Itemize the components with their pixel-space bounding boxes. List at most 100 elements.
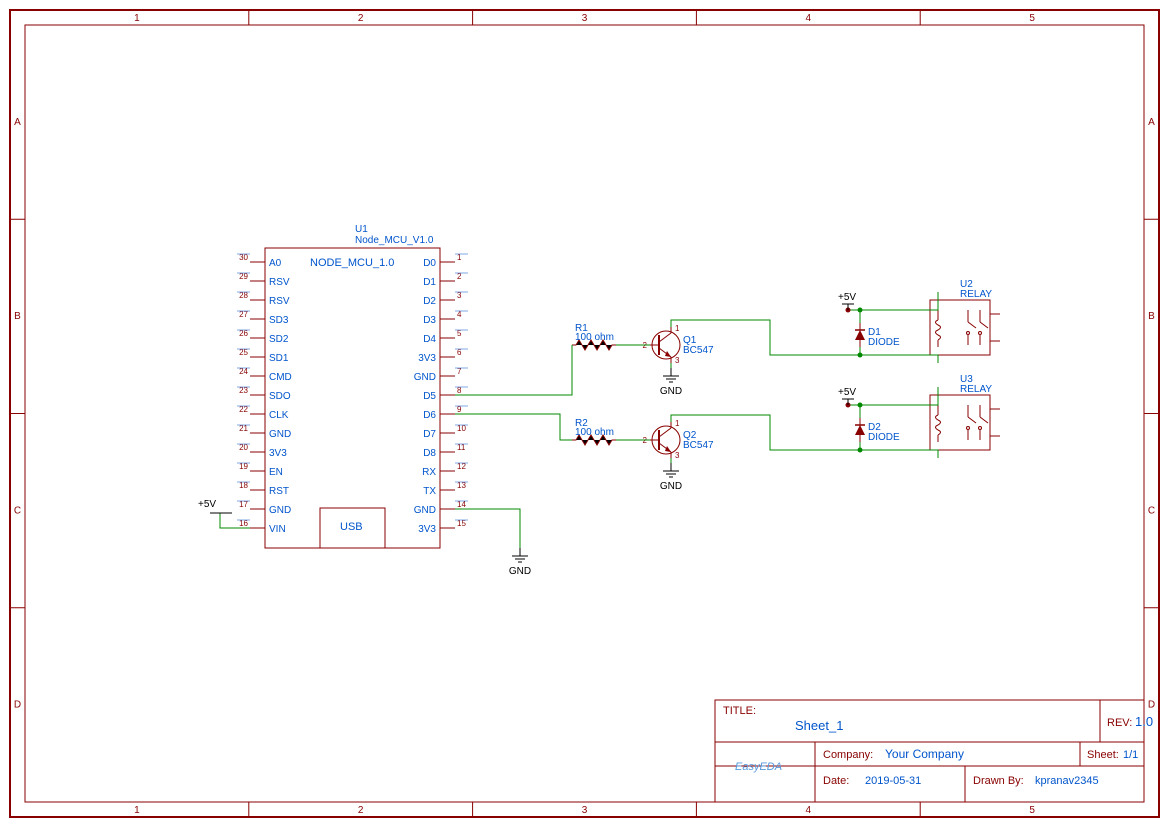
row-label: D <box>14 700 21 711</box>
row-label: B <box>14 311 21 322</box>
pin-num: 18 <box>239 481 248 490</box>
pin-name: D2 <box>423 296 436 307</box>
pin-name: D3 <box>423 315 436 326</box>
svg-text:3: 3 <box>675 451 680 460</box>
relay-val: RELAY <box>960 289 992 300</box>
pin-name: VIN <box>269 524 286 535</box>
pin-name: 3V3 <box>418 353 436 364</box>
pin-name: EN <box>269 467 283 478</box>
pin-name: RSV <box>269 296 290 307</box>
pin-name: A0 <box>269 258 282 269</box>
pin-num: 22 <box>239 405 248 414</box>
pin-name: GND <box>269 429 291 440</box>
mcu-ref: U1 <box>355 224 368 235</box>
resistor-val: 100 ohm <box>575 427 614 438</box>
pin-num: 8 <box>457 386 462 395</box>
col-label: 2 <box>358 13 364 24</box>
company-label: Company: <box>823 749 873 761</box>
row-label: A <box>1148 117 1155 128</box>
col-label: 5 <box>1029 13 1035 24</box>
svg-text:1: 1 <box>675 419 680 428</box>
pin-num: 5 <box>457 329 462 338</box>
pin-num: 3 <box>457 291 462 300</box>
rev-value: 1.0 <box>1135 714 1153 729</box>
pin-name: RX <box>422 467 436 478</box>
sheet-value: 1/1 <box>1123 749 1138 761</box>
company-value: Your Company <box>885 747 964 761</box>
pin-num: 11 <box>457 443 466 452</box>
pin-num: 28 <box>239 291 248 300</box>
rev-label: REV: <box>1107 717 1132 729</box>
col-label: 3 <box>582 805 588 816</box>
date-value: 2019-05-31 <box>865 775 921 787</box>
row-label: D <box>1148 700 1155 711</box>
pin-num: 13 <box>457 481 466 490</box>
pin-num: 16 <box>239 519 248 528</box>
pin-name: SD3 <box>269 315 289 326</box>
pin-num: 17 <box>239 500 248 509</box>
vcc-label: +5V <box>198 499 216 510</box>
mcu-name: NODE_MCU_1.0 <box>310 257 394 269</box>
schematic-sheet: 1122334455AABBCCDDU1Node_MCU_V1.0NODE_MC… <box>0 0 1169 827</box>
svg-text:1: 1 <box>675 324 680 333</box>
pin-num: 20 <box>239 443 248 452</box>
pin-name: SD1 <box>269 353 289 364</box>
pin-num: 23 <box>239 386 248 395</box>
pin-name: D8 <box>423 448 436 459</box>
pin-name: CMD <box>269 372 292 383</box>
pin-num: 9 <box>457 405 462 414</box>
col-label: 3 <box>582 13 588 24</box>
wire-d6-r2 <box>455 414 572 440</box>
col-label: 1 <box>134 805 140 816</box>
pin-num: 25 <box>239 348 248 357</box>
pin-num: 10 <box>457 424 466 433</box>
diode-val: DIODE <box>868 337 900 348</box>
pin-num: 12 <box>457 462 466 471</box>
svg-text:3: 3 <box>675 356 680 365</box>
pin-name: D5 <box>423 391 436 402</box>
easyeda-logo: EasyEDA <box>735 761 782 773</box>
usb-label: USB <box>340 521 363 533</box>
pin-num: 29 <box>239 272 248 281</box>
pin-num: 14 <box>457 500 466 509</box>
gnd-label: GND <box>660 481 682 492</box>
date-label: Date: <box>823 775 849 787</box>
resistor-val: 100 ohm <box>575 332 614 343</box>
pin-name: GND <box>414 372 436 383</box>
pin-name: D7 <box>423 429 436 440</box>
sheet-label: Sheet: <box>1087 749 1119 761</box>
gnd-label: GND <box>509 566 531 577</box>
row-label: C <box>1148 505 1155 516</box>
col-label: 5 <box>1029 805 1035 816</box>
pin-name: SDO <box>269 391 291 402</box>
pin-num: 7 <box>457 367 462 376</box>
pin-name: GND <box>269 505 291 516</box>
pin-name: RST <box>269 486 289 497</box>
pin-name: 3V3 <box>418 524 436 535</box>
pin-num: 19 <box>239 462 248 471</box>
relay-U3 <box>930 395 990 450</box>
pin-num: 4 <box>457 310 462 319</box>
pin-num: 24 <box>239 367 248 376</box>
title-value: Sheet_1 <box>795 718 843 733</box>
pin-name: D1 <box>423 277 436 288</box>
vcc-label: +5V <box>838 292 856 303</box>
pin-num: 30 <box>239 253 248 262</box>
pin-name: RSV <box>269 277 290 288</box>
pin-num: 1 <box>457 253 462 262</box>
pin-name: D4 <box>423 334 436 345</box>
pin-name: TX <box>423 486 436 497</box>
col-label: 1 <box>134 13 140 24</box>
transistor-val: BC547 <box>683 345 714 356</box>
frame-inner <box>25 25 1144 802</box>
pin-name: D6 <box>423 410 436 421</box>
mcu-body <box>265 248 440 548</box>
diode-val: DIODE <box>868 432 900 443</box>
pin-num: 26 <box>239 329 248 338</box>
frame-outer <box>10 10 1159 817</box>
drawn-value: kpranav2345 <box>1035 775 1099 787</box>
drawn-label: Drawn By: <box>973 775 1024 787</box>
row-label: B <box>1148 311 1155 322</box>
row-label: C <box>14 505 21 516</box>
pin-num: 6 <box>457 348 462 357</box>
